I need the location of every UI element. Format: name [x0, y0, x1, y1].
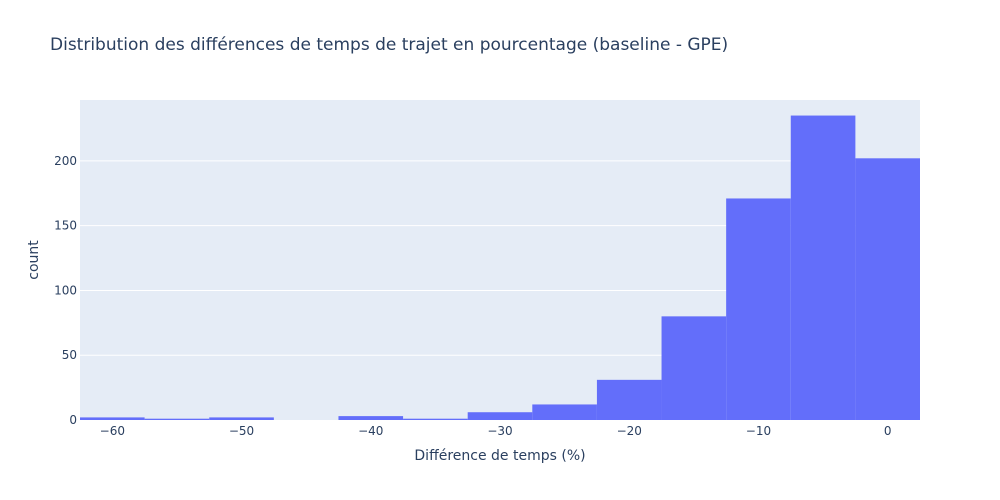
histogram-bar	[661, 316, 727, 420]
y-tick-label: 50	[62, 348, 77, 362]
histogram-bar	[80, 417, 145, 420]
x-axis-label: Différence de temps (%)	[414, 448, 585, 464]
x-axis-ticks: −60 −50 −40 −30 −20 −10 0	[100, 424, 892, 438]
chart-title: Distribution des différences de temps de…	[50, 35, 728, 55]
histogram-bar	[532, 404, 597, 420]
y-axis-label: count	[26, 240, 42, 280]
histogram-bar	[596, 379, 662, 420]
x-tick-label: −60	[100, 424, 125, 438]
y-axis-ticks: 0 50 100 150 200	[54, 154, 77, 427]
x-tick-label: −40	[358, 424, 383, 438]
x-tick-label: −10	[746, 424, 771, 438]
bars	[80, 115, 920, 420]
histogram-bar	[209, 417, 274, 420]
histogram-bar	[403, 418, 468, 420]
histogram-bar	[790, 115, 856, 420]
x-tick-label: 0	[884, 424, 892, 438]
histogram-bar	[855, 158, 920, 420]
histogram-bar	[338, 416, 404, 420]
y-tick-label: 0	[69, 413, 77, 427]
histogram-bar	[726, 198, 791, 420]
x-tick-label: −50	[229, 424, 254, 438]
x-tick-label: −30	[487, 424, 512, 438]
y-tick-label: 100	[54, 283, 77, 297]
histogram-bar	[144, 418, 210, 420]
y-tick-label: 200	[54, 154, 77, 168]
y-tick-label: 150	[54, 219, 77, 233]
histogram-bar	[467, 412, 533, 420]
x-tick-label: −20	[617, 424, 642, 438]
